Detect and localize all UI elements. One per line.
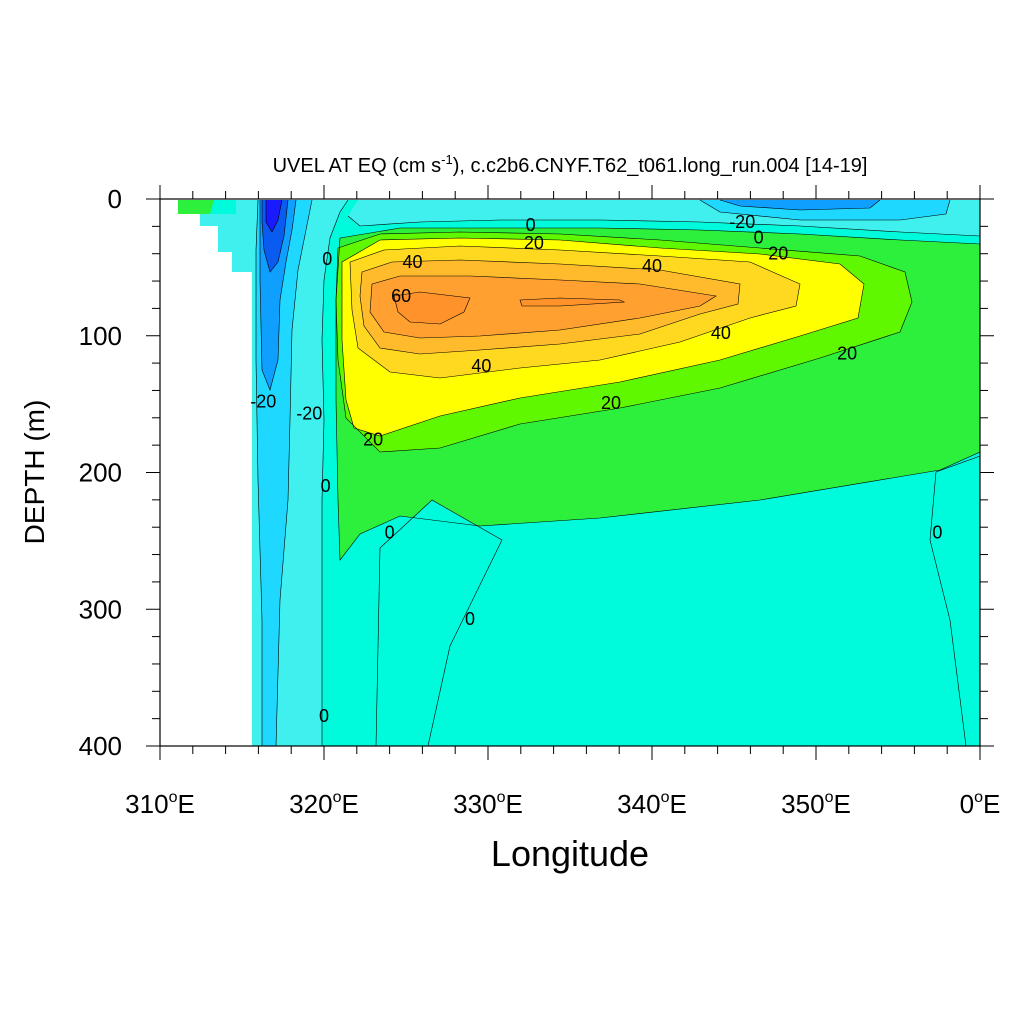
x-tick-label-number: 350	[781, 789, 824, 819]
axis-ticks	[146, 185, 994, 760]
x-tick-label-number: 310	[125, 789, 168, 819]
chart-title-superscript: -1	[441, 152, 453, 167]
contour-line-undercurrent-50	[359, 259, 741, 355]
chart-title-main: UVEL AT EQ (cm s	[273, 155, 442, 177]
contour-line-deep-pool-center	[375, 499, 503, 746]
contour-lines	[255, 199, 980, 746]
x-tick-label: 330oE	[453, 789, 523, 819]
x-tick-label-direction: E	[505, 789, 522, 819]
contour-label: -20	[729, 212, 755, 232]
contour-label: 40	[642, 256, 662, 276]
x-tick-label: 0oE	[960, 789, 1001, 819]
contour-label: 20	[768, 244, 788, 264]
svg-text:UVEL AT EQ (cm s-1), c.c2b6.CN: UVEL AT EQ (cm s-1), c.c2b6.CNYF.T62_t06…	[273, 152, 868, 177]
x-tick-label: 350oE	[781, 789, 851, 819]
contour-line-undercurrent-30	[341, 237, 865, 437]
x-tick-label: 320oE	[289, 789, 359, 819]
contour-label: 40	[711, 323, 731, 343]
x-tick-label-direction: E	[669, 789, 686, 819]
contour-line-deep-pool-east	[929, 455, 980, 746]
contour-label: 0	[754, 227, 764, 247]
x-tick-label-degree: o	[825, 789, 834, 806]
contour-label: 20	[837, 344, 857, 364]
contour-fill-undercurrent-60	[370, 276, 716, 338]
contour-label: 60	[391, 286, 411, 306]
x-tick-label-number: 330	[453, 789, 496, 819]
y-axis-label: DEPTH (m)	[19, 400, 50, 545]
contour-line-undercurrent-70	[393, 291, 471, 325]
x-tick-label-direction: E	[177, 789, 194, 819]
contour-label: -20	[250, 391, 276, 411]
contour-fill-west-jet-core	[266, 200, 282, 232]
contour-fill-deep-pool-center	[376, 500, 502, 746]
contour-label: 0	[526, 215, 536, 235]
contour-label: 20	[363, 430, 383, 450]
contour-line-undercurrent-70-east	[519, 297, 626, 307]
filled-contours	[178, 200, 980, 746]
contour-line-undercurrent-40	[349, 245, 801, 379]
x-tick-label-direction: E	[341, 789, 358, 819]
y-tick-label: 100	[79, 321, 122, 351]
chart-title: UVEL AT EQ (cm s-1), c.c2b6.CNYF.T62_t06…	[273, 152, 868, 177]
contour-line-undercurrent-60	[369, 275, 717, 339]
contour-fill-surface-westward-inner	[720, 200, 880, 210]
x-tick-label: 310oE	[125, 789, 195, 819]
contour-label: 0	[319, 706, 329, 726]
contour-label: 40	[471, 356, 491, 376]
contour-line-west-jet-outer	[255, 199, 313, 746]
contour-line-surface-westward-outer	[699, 199, 951, 221]
contour-fill-undercurrent-70	[394, 292, 470, 324]
contour-label: 0	[465, 609, 475, 629]
contour-label: -20	[296, 404, 322, 424]
contour-line-west-jet-inner	[261, 199, 289, 273]
contour-line-surface-westward-inner	[719, 199, 881, 211]
contour-line-surface-shear	[347, 215, 980, 237]
x-tick-label-degree: o	[974, 789, 983, 806]
x-tick-label-degree: o	[497, 789, 506, 806]
y-axis-tick-labels: 0 100 200 300 400	[79, 184, 122, 761]
contour-label: 0	[932, 523, 942, 543]
x-tick-label-degree: o	[333, 789, 342, 806]
x-tick-label-degree: o	[661, 789, 670, 806]
y-tick-label: 400	[79, 731, 122, 761]
contour-fill-deep-pool-east	[930, 456, 980, 746]
x-tick-label-number: 320	[289, 789, 332, 819]
y-tick-label: 0	[108, 184, 122, 214]
y-tick-label: 300	[79, 594, 122, 624]
x-tick-label-number: 340	[617, 789, 660, 819]
x-tick-label-direction: E	[833, 789, 850, 819]
x-axis-label: Longitude	[491, 833, 649, 874]
contour-fill-undercurrent-70-east	[520, 298, 624, 306]
x-tick-label-direction: E	[983, 789, 1000, 819]
x-tick-label: 340oE	[617, 789, 687, 819]
contour-line-west-negative	[321, 199, 349, 746]
contour-line-east-10	[335, 227, 980, 561]
x-tick-label-number: 0	[960, 789, 974, 819]
x-tick-label-degree: o	[169, 789, 178, 806]
contour-fill-northwest-positive	[178, 200, 214, 214]
contour-label: 0	[322, 249, 332, 269]
x-axis-tick-labels: 310oE 320oE 330oE 340oE 350oE 0oE	[125, 789, 1000, 819]
contour-label: 0	[385, 523, 395, 543]
contour-label: 40	[403, 252, 423, 272]
contour-label: 20	[601, 393, 621, 413]
contour-line-west-jet-core	[265, 199, 283, 233]
contour-label: 0	[321, 476, 331, 496]
contour-label: 20	[524, 233, 544, 253]
contour-line-west-jet-mid	[259, 199, 297, 391]
chart-title-rest: ), c.c2b6.CNYF.T62_t061.long_run.004 [14…	[453, 155, 868, 177]
y-tick-label: 200	[79, 458, 122, 488]
contour-line-undercurrent-20	[335, 231, 913, 453]
